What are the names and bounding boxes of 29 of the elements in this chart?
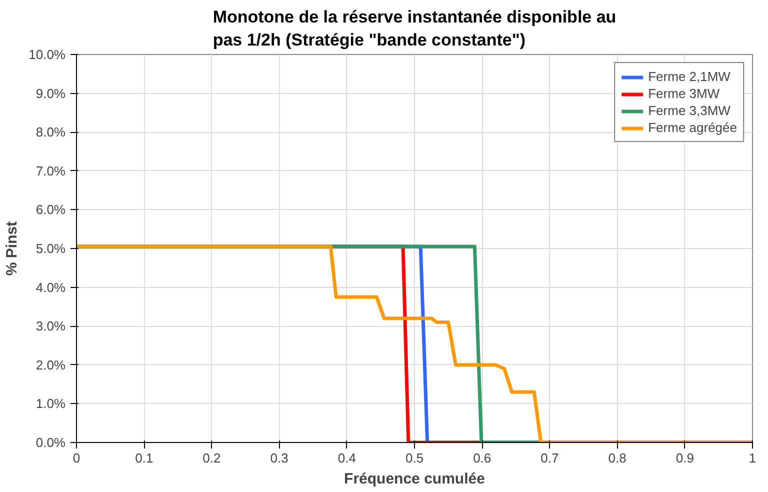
x-axis-title: Fréquence cumulée [344, 470, 485, 488]
x-tick-label: 0.4 [338, 450, 356, 466]
legend-label: Ferme 2,1MW [648, 69, 730, 84]
y-tick-label: 9.0% [36, 86, 66, 101]
x-tick-label: 0.8 [608, 450, 626, 466]
x-tick-label: 0.9 [676, 450, 694, 466]
y-tick-label: 6.0% [36, 202, 66, 218]
x-tick-label: 1 [748, 450, 756, 466]
y-axis-title: % Pinst [4, 221, 21, 276]
y-tick-label: 0.0% [36, 435, 66, 450]
y-tick-label: 8.0% [36, 124, 66, 140]
x-tick-label: 0.2 [202, 450, 221, 466]
x-tick-label: 0.6 [473, 450, 492, 466]
x-tick-label: 0.1 [135, 450, 154, 466]
x-tick-label: 0.7 [540, 450, 559, 466]
x-tick-label: 0.3 [270, 450, 288, 466]
y-tick-label: 3.0% [36, 318, 66, 334]
y-tick-label: 10.0% [28, 47, 66, 62]
legend-label: Ferme 3MW [648, 86, 720, 101]
x-tick-label: 0.5 [405, 450, 424, 466]
y-tick-label: 1.0% [36, 396, 66, 412]
y-tick-label: 5.0% [36, 241, 66, 256]
chart-title: Monotone de la réserve instantanée disponible au pas 1/2h (Stratégie "bande constante") [212, 8, 616, 50]
x-tick-label: 0 [72, 450, 80, 466]
legend-label: Ferme 3,3MW [648, 103, 730, 118]
y-tick-label: 7.0% [36, 163, 66, 178]
y-tick-label: 2.0% [36, 357, 66, 372]
legend-label: Ferme agrégée [648, 120, 737, 135]
y-tick-label: 4.0% [36, 280, 66, 295]
